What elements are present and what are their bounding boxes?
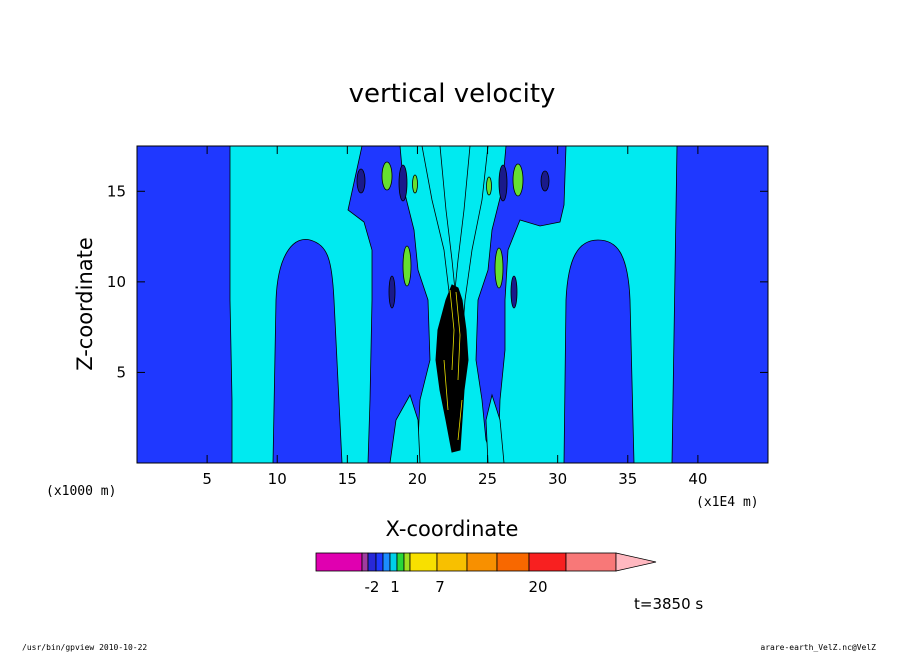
x-tick-label: 10 [268, 470, 287, 488]
left-blue-lobe [272, 238, 343, 463]
colorbar-segment [389, 552, 398, 572]
colorbar-segment [409, 552, 438, 572]
colorbar-segment [565, 552, 617, 572]
y-axis: 5 10 15 [107, 182, 768, 381]
x-tick-label: 30 [548, 470, 567, 488]
navy-cell [398, 164, 408, 202]
colorbar-segment [403, 552, 411, 572]
footer-left: /usr/bin/gpview 2010-10-22 [22, 643, 147, 652]
green-cell [402, 245, 412, 287]
colorbar-label: -2 [365, 578, 380, 596]
colorbar-arrow [615, 552, 657, 572]
time-label: t=3850 s [634, 595, 703, 613]
colorbar [315, 552, 657, 572]
x-axis: 5 10 15 20 25 30 35 40 [202, 146, 707, 488]
navy-cell [388, 275, 396, 309]
colorbar-segment [466, 552, 498, 572]
colorbar-label: 7 [435, 578, 445, 596]
y-tick-label: 15 [107, 182, 126, 200]
green-cell [494, 247, 504, 289]
colorbar-label: 20 [528, 578, 547, 596]
x-tick-label: 40 [688, 470, 707, 488]
x-tick-label: 5 [202, 470, 212, 488]
y-tick-label: 5 [116, 363, 126, 381]
colorbar-segment [382, 552, 391, 572]
colorbar-segment [375, 552, 384, 572]
contour-field [137, 146, 768, 463]
central-cyan-base-right [485, 393, 505, 463]
colorbar-segment [367, 552, 377, 572]
x-unit-right: (x1E4 m) [696, 495, 759, 510]
x-axis-label: X-coordinate [386, 517, 519, 541]
x-tick-label: 15 [338, 470, 357, 488]
navy-cell [510, 275, 518, 309]
colorbar-segment [528, 552, 567, 572]
right-blue-lobe [563, 239, 635, 463]
plot-frame [136, 145, 769, 464]
y-axis-label: Z-coordinate [73, 237, 97, 371]
green-cell [512, 163, 524, 197]
x-tick-label: 20 [408, 470, 427, 488]
x-unit-left: (x1000 m) [46, 484, 116, 499]
colorbar-segment [361, 552, 369, 572]
green-cell [381, 161, 393, 191]
green-cell [412, 174, 418, 194]
central-cyan-base [389, 394, 421, 463]
y-tick-label: 10 [107, 273, 126, 291]
navy-cell [498, 164, 508, 202]
chart-title: vertical velocity [349, 79, 556, 109]
colorbar-segment [436, 552, 468, 572]
green-cell [486, 176, 492, 196]
navy-cell [540, 170, 550, 192]
colorbar-segment [496, 552, 530, 572]
colorbar-labels: -2 1 7 20 [365, 578, 548, 596]
x-tick-label: 35 [618, 470, 637, 488]
footer-right: arare-earth_VelZ.nc@VelZ [760, 643, 876, 652]
colorbar-segment [315, 552, 363, 572]
navy-cell [356, 168, 366, 194]
x-tick-label: 25 [478, 470, 497, 488]
yellow-core-contours [443, 289, 463, 441]
colorbar-label: 1 [390, 578, 400, 596]
colorbar-segment [396, 552, 405, 572]
